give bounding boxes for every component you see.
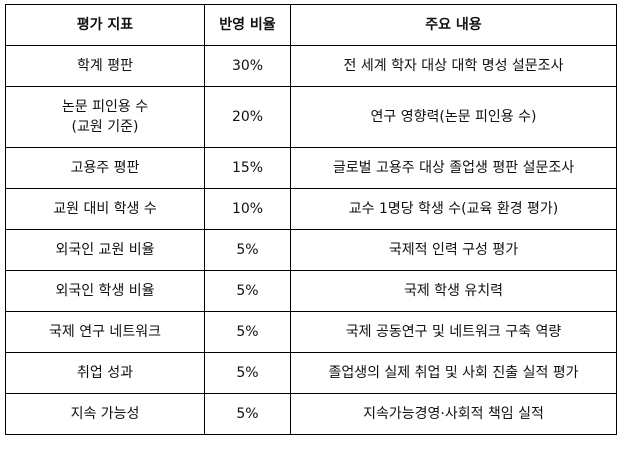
table-row: 지속 가능성 5% 지속가능경영·사회적 책임 실적 [5, 393, 617, 435]
table-row: 논문 피인용 수 (교원 기준) 20% 연구 영향력(논문 피인용 수) [5, 86, 617, 148]
table-row: 외국인 학생 비율 5% 국제 학생 유치력 [5, 270, 617, 312]
indicator-cell: 취업 성과 [5, 352, 205, 394]
ratio-cell: 5% [204, 270, 291, 312]
content-cell: 연구 영향력(논문 피인용 수) [290, 86, 617, 148]
content-cell: 글로벌 고용주 대상 졸업생 평판 설문조사 [290, 147, 617, 189]
evaluation-table: 평가 지표 반영 비율 주요 내용 학계 평판 30% 전 세계 학자 대상 대… [5, 4, 617, 435]
table-row: 고용주 평판 15% 글로벌 고용주 대상 졸업생 평판 설문조사 [5, 147, 617, 189]
header-ratio: 반영 비율 [204, 4, 291, 46]
table-row: 교원 대비 학생 수 10% 교수 1명당 학생 수(교육 환경 평가) [5, 188, 617, 230]
content-cell: 국제 학생 유치력 [290, 270, 617, 312]
table-row: 취업 성과 5% 졸업생의 실제 취업 및 사회 진출 실적 평가 [5, 352, 617, 394]
indicator-line-2: (교원 기준) [71, 119, 139, 135]
table-row: 학계 평판 30% 전 세계 학자 대상 대학 명성 설문조사 [5, 45, 617, 87]
content-cell: 전 세계 학자 대상 대학 명성 설문조사 [290, 45, 617, 87]
ratio-cell: 5% [204, 311, 291, 353]
content-cell: 지속가능경영·사회적 책임 실적 [290, 393, 617, 435]
ratio-cell: 20% [204, 86, 291, 148]
table-row: 외국인 교원 비율 5% 국제적 인력 구성 평가 [5, 229, 617, 271]
ratio-cell: 10% [204, 188, 291, 230]
table-row: 국제 연구 네트워크 5% 국제 공동연구 및 네트워크 구축 역량 [5, 311, 617, 353]
ratio-cell: 5% [204, 352, 291, 394]
indicator-cell: 학계 평판 [5, 45, 205, 87]
header-content: 주요 내용 [290, 4, 617, 46]
indicator-line-1: 논문 피인용 수 [61, 99, 149, 115]
ratio-cell: 15% [204, 147, 291, 189]
indicator-cell: 교원 대비 학생 수 [5, 188, 205, 230]
indicator-cell: 지속 가능성 [5, 393, 205, 435]
indicator-cell: 외국인 교원 비율 [5, 229, 205, 271]
content-cell: 졸업생의 실제 취업 및 사회 진출 실적 평가 [290, 352, 617, 394]
indicator-cell: 고용주 평판 [5, 147, 205, 189]
indicator-cell: 국제 연구 네트워크 [5, 311, 205, 353]
table-header-row: 평가 지표 반영 비율 주요 내용 [5, 4, 617, 46]
content-cell: 교수 1명당 학생 수(교육 환경 평가) [290, 188, 617, 230]
ratio-cell: 30% [204, 45, 291, 87]
ratio-cell: 5% [204, 229, 291, 271]
content-cell: 국제 공동연구 및 네트워크 구축 역량 [290, 311, 617, 353]
indicator-cell: 논문 피인용 수 (교원 기준) [5, 86, 205, 148]
content-cell: 국제적 인력 구성 평가 [290, 229, 617, 271]
header-indicator: 평가 지표 [5, 4, 205, 46]
indicator-cell: 외국인 학생 비율 [5, 270, 205, 312]
ratio-cell: 5% [204, 393, 291, 435]
